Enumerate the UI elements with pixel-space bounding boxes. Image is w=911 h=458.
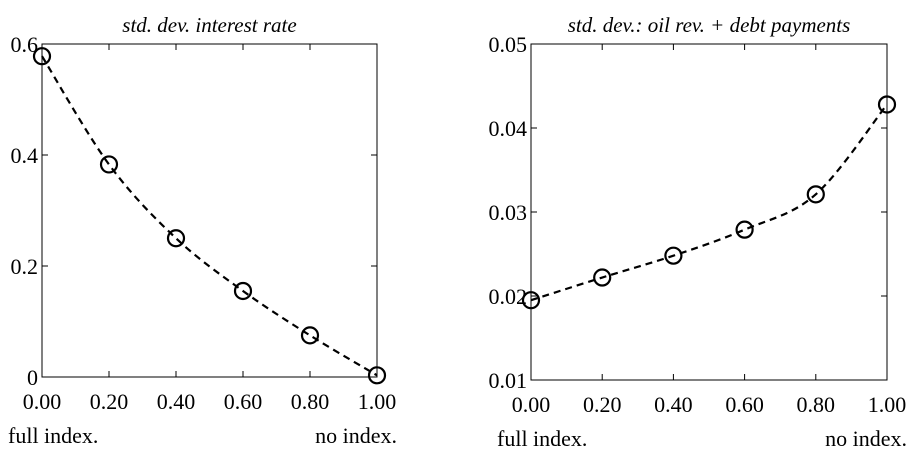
y-tick-label: 0.03 xyxy=(489,200,528,225)
chart-title: std. dev.: oil rev. + debt payments xyxy=(568,13,851,37)
x-tick-label: 0.80 xyxy=(291,389,330,414)
data-point-marker xyxy=(521,291,541,310)
chart-panel-2: std. dev.: oil rev. + debt payments0.010… xyxy=(489,13,908,451)
y-tick-label: 0.6 xyxy=(11,32,39,57)
x-tick-label: 0.40 xyxy=(157,389,196,414)
x-end-label-left: full index. xyxy=(8,423,98,448)
x-tick-label: 0.80 xyxy=(797,392,836,417)
x-tick-label: 0.20 xyxy=(90,389,129,414)
x-tick-label: 0.40 xyxy=(654,392,693,417)
data-point-marker xyxy=(166,229,186,248)
data-point-marker xyxy=(593,268,612,287)
data-point-marker xyxy=(877,95,897,114)
y-tick-label: 0 xyxy=(27,365,38,390)
data-point-marker xyxy=(735,220,754,239)
series-line xyxy=(530,103,888,302)
data-point-marker xyxy=(300,326,320,345)
y-tick-label: 0.01 xyxy=(489,368,528,393)
data-point-marker xyxy=(664,246,683,265)
x-tick-label: 0.00 xyxy=(23,389,62,414)
x-tick-label: 0.60 xyxy=(224,389,263,414)
x-tick-label: 0.60 xyxy=(725,392,764,417)
x-end-label-right: no index. xyxy=(825,426,907,451)
data-point-marker xyxy=(32,47,52,66)
data-point-marker xyxy=(233,281,253,301)
y-tick-label: 0.05 xyxy=(489,32,528,57)
data-point-marker xyxy=(806,185,825,204)
y-tick-label: 0.2 xyxy=(11,254,39,279)
chart-panel-1: std. dev. interest rate 0 0.2 0.4 0.6 0.00 0.2… xyxy=(8,13,397,448)
x-tick-label: 1.00 xyxy=(358,389,397,414)
plot-frame xyxy=(530,43,888,381)
plot-frame xyxy=(41,43,378,378)
x-tick-label: 0.00 xyxy=(512,392,551,417)
data-point-marker xyxy=(99,155,119,174)
chart-title: std. dev. interest rate xyxy=(122,13,296,37)
x-end-label-left: full index. xyxy=(497,426,587,451)
x-tick-label: 0.20 xyxy=(583,392,622,417)
series-line xyxy=(41,55,378,377)
y-tick-label: 0.04 xyxy=(489,116,528,141)
y-tick-label: 0.4 xyxy=(11,143,39,168)
x-end-label-right: no index. xyxy=(315,423,397,448)
x-tick-label: 1.00 xyxy=(868,392,907,417)
data-point-marker xyxy=(367,366,387,385)
y-tick-label: 0.02 xyxy=(489,284,528,309)
